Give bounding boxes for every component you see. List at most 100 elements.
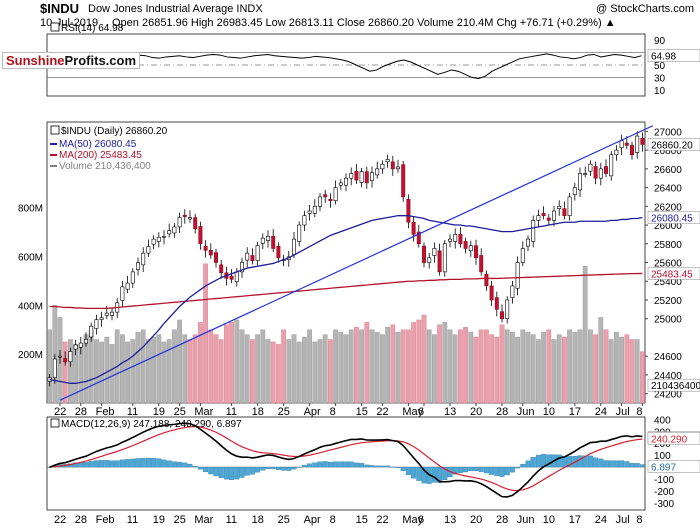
macd-histogram-bar — [281, 466, 287, 471]
macd-histogram-bar — [83, 462, 89, 468]
macd-histogram-bar — [593, 457, 599, 468]
volume-bar — [187, 339, 193, 404]
macd-histogram-bar — [390, 466, 396, 468]
candlestick — [68, 351, 73, 363]
candlestick — [151, 238, 156, 245]
macd-date-label: 25 — [174, 514, 186, 526]
macd-date-label: 11 — [127, 514, 138, 526]
date-label: 22 — [54, 406, 66, 418]
macd-histogram-bar — [468, 466, 474, 472]
macd-line — [49, 422, 643, 498]
logo-part-profits: Profits.com — [64, 53, 137, 68]
volume-bar — [525, 331, 531, 404]
volume-bar — [270, 341, 276, 404]
candlestick — [172, 226, 177, 234]
macd-date-label: 8 — [636, 514, 642, 526]
macd-tag-histogram-box — [647, 460, 700, 473]
macd-histogram-bar — [624, 461, 630, 468]
date-label: 22 — [376, 406, 388, 418]
candlestick — [411, 221, 416, 235]
price-tick-label: 26800 — [654, 146, 682, 157]
date-label: 24 — [595, 406, 607, 418]
macd-histogram-bar — [515, 466, 521, 469]
macd-histogram-bar — [239, 466, 245, 478]
macd-date-label: 10 — [543, 514, 555, 526]
date-label: 8 — [330, 406, 336, 418]
volume-bar — [577, 329, 583, 404]
candlestick — [266, 235, 270, 241]
macd-histogram-bar — [109, 460, 115, 468]
macd-histogram-bar — [291, 466, 297, 470]
volume-bar — [296, 341, 302, 404]
volume-bar — [510, 331, 515, 404]
candlestick — [156, 236, 161, 242]
macd-histogram-bar — [208, 466, 214, 475]
macd-histogram-bar — [598, 458, 604, 468]
volume-bar — [374, 331, 380, 404]
volume-bar — [120, 334, 125, 404]
candlestick — [583, 173, 588, 175]
candlestick — [479, 255, 484, 273]
rsi-tick-label: 10 — [654, 86, 666, 97]
macd-date-label: Jul — [616, 514, 630, 526]
legend-label: Volume 210,436,400 — [59, 161, 151, 172]
date-label: Apr — [304, 406, 321, 418]
macd-histogram-bar — [587, 455, 593, 468]
macd-date-label: 22 — [54, 514, 66, 526]
volume-bar — [406, 329, 411, 404]
volume-bar — [546, 329, 552, 404]
volume-bar — [624, 334, 630, 404]
volume-bar — [426, 329, 432, 404]
volume-bar — [333, 329, 338, 404]
price-tick-label: 25000 — [654, 315, 682, 326]
date-label: 28 — [75, 406, 87, 418]
volume-bar — [125, 341, 130, 404]
candlestick — [406, 198, 411, 223]
macd-histogram-bar — [166, 460, 172, 468]
volume-bar — [354, 327, 359, 404]
macd-histogram-bar — [343, 461, 349, 468]
macd-histogram-bar — [99, 460, 105, 468]
volume-bar — [598, 317, 604, 404]
date-label: Feb — [96, 406, 115, 418]
volume-bar — [47, 329, 52, 404]
macd-tick-label: -100 — [654, 475, 674, 486]
macd-date-label: 13 — [444, 514, 456, 526]
volume-bar — [250, 339, 255, 404]
candlestick — [234, 271, 239, 283]
volume-bar — [603, 329, 609, 404]
volume-bar — [364, 322, 370, 404]
candlestick — [58, 355, 62, 358]
price-tag-close-box — [647, 138, 700, 151]
price-tick-label: 27000 — [654, 127, 682, 138]
volume-bar — [109, 344, 115, 404]
macd-tag-signal-box — [647, 432, 700, 445]
macd-histogram-bar — [104, 460, 110, 468]
candlestick — [630, 145, 634, 156]
volume-bar — [499, 324, 505, 404]
volume-bar — [156, 334, 162, 404]
macd-date-label: 20 — [470, 514, 482, 526]
candlestick — [448, 238, 452, 242]
volume-bar — [634, 339, 640, 404]
macd-histogram-bar — [301, 464, 307, 468]
candlestick — [260, 237, 265, 244]
volume-bar — [307, 329, 312, 404]
chart-symbol: $INDU — [40, 1, 80, 16]
candlestick — [146, 246, 151, 254]
macd-histogram-bar — [244, 466, 250, 476]
macd-histogram-bar — [608, 460, 614, 468]
macd-histogram-bar — [442, 466, 448, 480]
volume-bar — [593, 334, 598, 404]
volume-bar — [265, 339, 271, 404]
candlestick — [359, 171, 364, 183]
date-label: 28 — [496, 406, 508, 418]
volume-bar — [62, 341, 68, 404]
volume-bar — [343, 334, 349, 404]
index-name: Dow Jones Industrial Average INDX — [88, 3, 263, 15]
macd-histogram-bar — [385, 465, 391, 468]
volume-bar — [567, 329, 572, 404]
date-label: 15 — [356, 406, 368, 418]
volume-bar — [489, 334, 494, 404]
volume-bar — [572, 331, 578, 404]
